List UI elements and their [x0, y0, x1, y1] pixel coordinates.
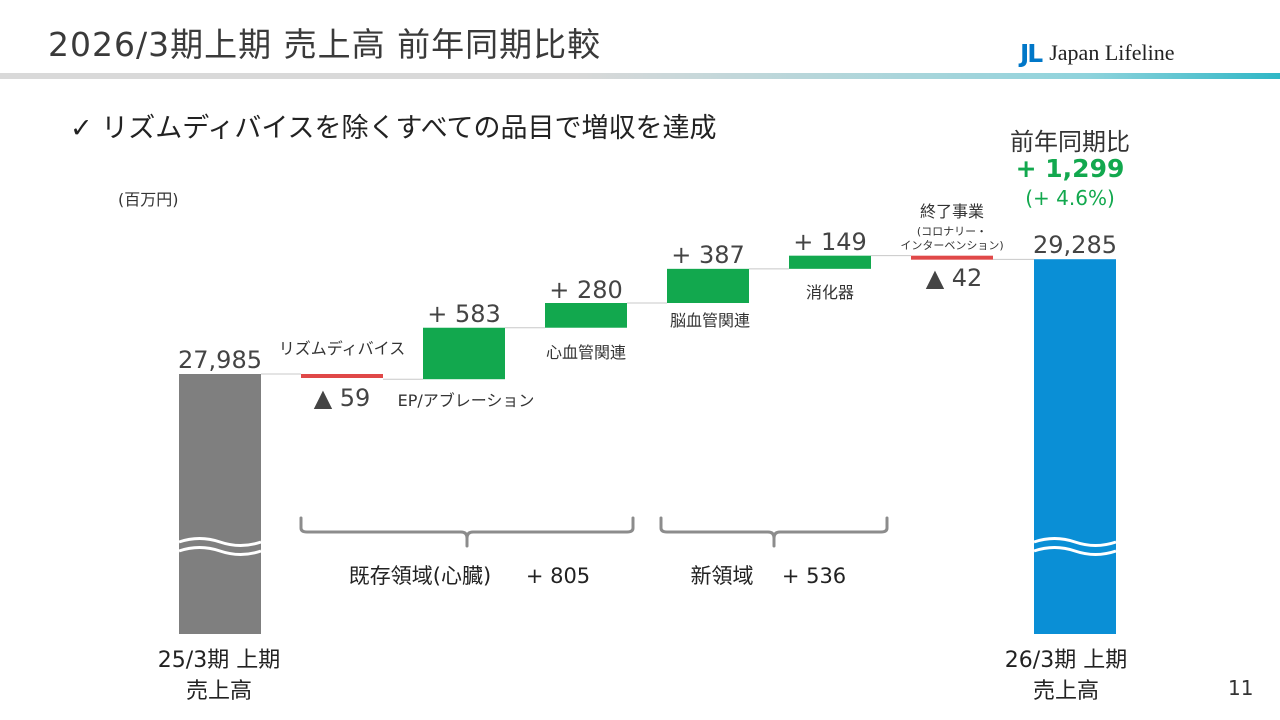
end-label: 売上高: [1033, 679, 1099, 704]
unit-label: (百万円): [118, 190, 179, 209]
axis-break-start: [178, 546, 262, 556]
bar-step: [667, 268, 749, 304]
value-label: + 583: [427, 300, 501, 328]
start-label: 売上高: [186, 679, 252, 704]
bar-step: [911, 255, 993, 260]
logo-mark: JL: [1020, 38, 1043, 68]
value-label: + 387: [671, 241, 745, 269]
category-label: EP/アブレーション: [398, 391, 535, 410]
bar-step: [545, 303, 627, 328]
yoy-value: + 1,299: [1015, 154, 1125, 183]
group-bracket-new: [659, 516, 889, 548]
axis-break-start: [178, 537, 262, 547]
logo-text: Japan Lifeline: [1049, 40, 1175, 65]
yoy-percent: (+ 4.6%): [1025, 186, 1115, 210]
bar-end: [1034, 259, 1116, 634]
category-sublabel: (コロナリー・: [917, 225, 987, 238]
value-label: ▲ 42: [926, 264, 983, 292]
value-label: + 149: [793, 228, 867, 256]
value-label-end: 29,285: [1033, 231, 1117, 259]
key-message: ✓ リズムディバイスを除くすべての品目で増収を達成: [70, 113, 717, 144]
category-sublabel: インターベンション): [900, 239, 1003, 252]
bar-step: [301, 374, 383, 378]
title-divider: [0, 73, 1280, 79]
company-logo: JL Japan Lifeline: [1020, 38, 1174, 68]
axis-break-end: [1033, 546, 1117, 556]
bar-start: [179, 374, 261, 634]
group-value: + 805: [526, 564, 590, 588]
bar-step: [423, 327, 505, 380]
group-label: 新領域: [691, 564, 754, 588]
group-label: 既存領域(心臓): [349, 564, 491, 588]
category-label: 脳血管関連: [670, 311, 750, 330]
bar-step: [789, 255, 871, 269]
page-title: 2026/3期上期 売上高 前年同期比較: [48, 25, 602, 64]
group-bracket-existing: [299, 516, 635, 548]
start-label: 25/3期 上期: [158, 648, 280, 673]
category-label: 消化器: [806, 283, 854, 302]
value-label: ▲ 59: [314, 384, 371, 412]
group-value: + 536: [782, 564, 846, 588]
category-label: 心血管関連: [546, 343, 626, 362]
value-label-start: 27,985: [178, 346, 262, 374]
category-label: リズムディバイス: [279, 339, 405, 358]
page-number: 11: [1228, 676, 1254, 700]
category-label: 終了事業: [920, 202, 984, 221]
yoy-title: 前年同期比: [1010, 128, 1130, 156]
axis-break-end: [1033, 537, 1117, 547]
value-label: + 280: [549, 276, 623, 304]
end-label: 26/3期 上期: [1005, 648, 1127, 673]
